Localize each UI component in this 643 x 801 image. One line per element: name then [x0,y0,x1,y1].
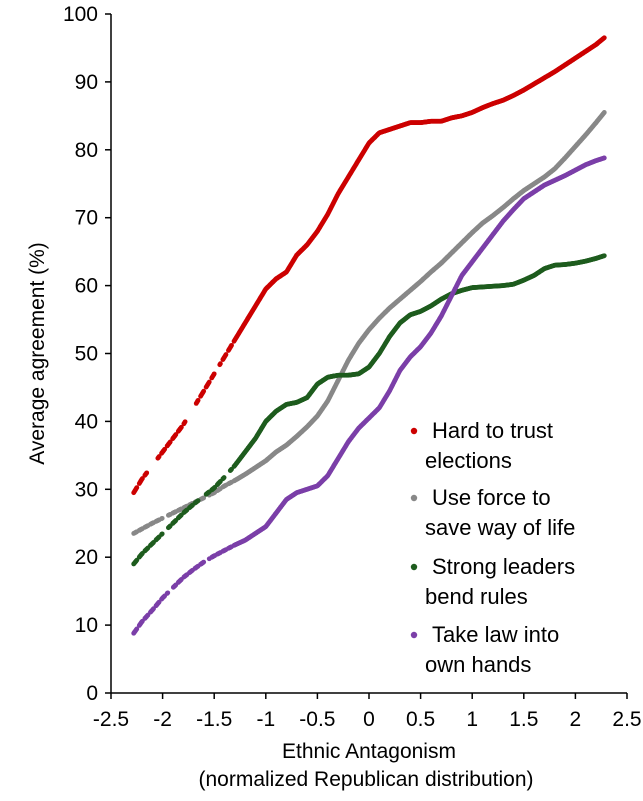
legend-item-3: Strong leaders bend rules [410,554,575,609]
y-ticks: 0 10 20 30 40 50 60 70 80 90 100 [63,3,111,705]
x-ticks: -2.5 -2 -1.5 -1 -0.5 0 0.5 1 1.5 2 2.5 [93,693,642,731]
legend-marker [410,494,418,502]
x-tick-label: 2.5 [612,708,641,731]
data-point [211,371,217,377]
y-tick-label: 50 [75,343,98,366]
legend-label-line1: Strong leaders [432,554,575,579]
x-tick-label: 0.5 [406,708,435,731]
data-point [144,470,150,476]
data-point [601,155,607,161]
y-axis-title: Average agreement (%) [26,242,49,465]
data-point [167,439,173,445]
data-point [217,361,223,367]
y-tick-label: 10 [75,614,98,637]
legend-marker [410,631,418,639]
x-tick-label: 1 [466,708,478,731]
data-point [601,253,607,259]
data-point [229,342,234,348]
y-tick-label: 80 [75,139,98,162]
y-tick-label: 20 [75,546,98,569]
data-point [195,397,201,403]
data-point [601,35,607,41]
legend: Hard to trust elections Use force to save w… [410,418,575,677]
data-point [165,590,171,596]
legend-marker [410,427,418,435]
data-point [159,515,165,521]
y-tick-label: 0 [86,682,98,705]
legend-item-4: Take law into own hands [410,622,559,677]
x-tick-label: 1.5 [509,708,538,731]
series-3 [131,253,607,567]
legend-label-line2: save way of life [425,515,575,540]
x-tick-label: -0.5 [299,708,335,731]
data-point [162,446,168,452]
data-point [173,432,179,437]
legend-label-line1: Hard to trust [432,418,553,443]
data-point [178,424,184,430]
legend-label-line1: Use force to [432,485,551,510]
x-tick-label: -2.5 [93,708,129,731]
y-tick-label: 90 [75,71,98,94]
y-tick-label: 40 [75,410,98,433]
x-axis-title: Ethnic Antagonism [282,740,456,763]
x-tick-label: -1.5 [196,708,232,731]
x-tick-label: -2 [153,708,172,731]
legend-item-1: Hard to trust elections [410,418,553,473]
series-4 [131,155,607,636]
data-point [201,495,207,501]
series-layer [131,35,607,636]
data-point [134,626,140,632]
data-point [139,476,145,481]
x-tick-label: -1 [256,708,275,731]
y-tick-label: 30 [75,478,98,501]
legend-label-line2: bend rules [425,584,528,609]
legend-label-line2: own hands [425,652,531,677]
x-tick-label: 2 [570,708,582,731]
y-tick-label: 70 [75,207,98,230]
data-point [223,352,229,357]
data-point [134,485,140,490]
legend-label-line1: Take law into [432,622,559,647]
data-point [195,498,201,504]
y-tick-label: 60 [75,275,98,298]
data-point [206,379,212,385]
legend-item-2: Use force to save way of life [410,485,575,540]
legend-label-line2: elections [425,448,512,473]
x-axis-title-line2: (normalized Republican distribution) [199,768,534,791]
legend-marker [410,563,418,571]
data-point [156,454,162,459]
y-tick-label: 100 [63,3,98,26]
series-1 [131,35,607,496]
data-point [201,388,207,394]
axes-layer [110,14,627,694]
data-point [221,475,227,480]
data-point [201,559,207,565]
series-2 [131,110,607,536]
data-point [159,531,165,537]
x-tick-label: 0 [363,708,375,731]
data-point [601,110,607,115]
data-point [182,419,188,425]
